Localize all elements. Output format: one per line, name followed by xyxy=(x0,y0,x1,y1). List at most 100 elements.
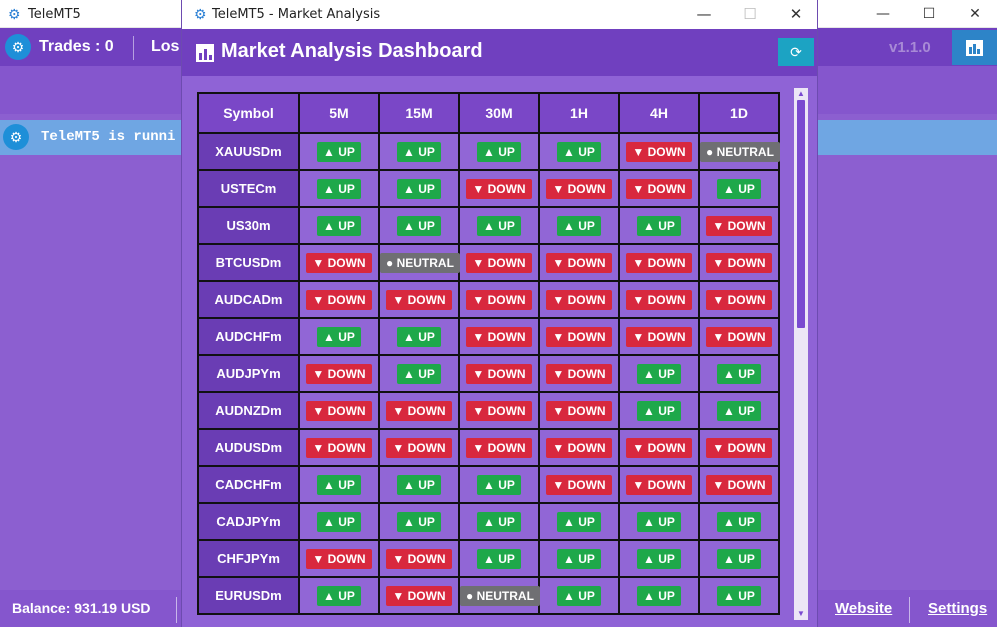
signal-cell: ▼ DOWN xyxy=(618,132,700,171)
table-row: CHFJPYm ▼ DOWN ▼ DOWN ▲ UP ▲ UP ▲ UP ▲ UP xyxy=(197,539,780,578)
version-label: v1.1.0 xyxy=(889,39,931,56)
signal-cell: ▲ UP xyxy=(698,169,780,208)
signal-badge-down: ▼ DOWN xyxy=(626,178,692,199)
symbol-cell: AUDCHFm xyxy=(197,317,300,356)
signal-cell: ▼ DOWN xyxy=(698,206,780,245)
signal-cell: ▼ DOWN xyxy=(698,280,780,319)
signal-cell: ▲ UP xyxy=(698,391,780,430)
signal-cell: ▲ UP xyxy=(378,132,460,171)
signal-badge-up: ▲ UP xyxy=(397,474,441,495)
close-button[interactable]: ✕ xyxy=(789,5,803,23)
signal-badge-down: ▼ DOWN xyxy=(706,289,772,310)
signal-cell: ● NEUTRAL xyxy=(458,576,540,615)
minimize-button[interactable]: — xyxy=(876,6,890,22)
signal-badge-down: ▼ DOWN xyxy=(386,437,452,458)
signal-badge-up: ▲ UP xyxy=(477,548,521,569)
signal-badge-up: ▲ UP xyxy=(557,511,601,532)
maximize-button[interactable]: ☐ xyxy=(922,6,936,22)
vertical-scrollbar[interactable]: ▲ ▼ xyxy=(794,88,808,620)
signal-badge-down: ▼ DOWN xyxy=(466,178,532,199)
symbol-cell: EURUSDm xyxy=(197,576,300,615)
signal-badge-down: ▼ DOWN xyxy=(466,363,532,384)
signal-badge-down: ▼ DOWN xyxy=(546,289,612,310)
signal-badge-up: ▲ UP xyxy=(317,178,361,199)
table-row: AUDCADm ▼ DOWN ▼ DOWN ▼ DOWN ▼ DOWN ▼ DOWN ▼ D… xyxy=(197,280,780,319)
signal-badge-down: ▼ DOWN xyxy=(706,326,772,347)
signal-cell: ▼ DOWN xyxy=(458,354,540,393)
table-row: BTCUSDm ▼ DOWN ● NEUTRAL ▼ DOWN ▼ DOWN ▼ DOWN… xyxy=(197,243,780,282)
signal-badge-up: ▲ UP xyxy=(717,178,761,199)
signal-badge-down: ▼ DOWN xyxy=(546,474,612,495)
symbol-cell: USTECm xyxy=(197,169,300,208)
signal-cell: ▲ UP xyxy=(458,502,540,541)
signal-cell: ▼ DOWN xyxy=(458,280,540,319)
signal-badge-up: ▲ UP xyxy=(557,585,601,606)
website-link[interactable]: Website xyxy=(835,600,893,617)
signal-badge-down: ▼ DOWN xyxy=(626,474,692,495)
refresh-button[interactable]: ⟳ xyxy=(778,38,814,66)
signal-cell: ▼ DOWN xyxy=(458,243,540,282)
signal-cell: ▼ DOWN xyxy=(298,539,380,578)
scrollbar-thumb[interactable] xyxy=(797,100,805,328)
signal-cell: ▼ DOWN xyxy=(298,391,380,430)
signal-badge-down: ▼ DOWN xyxy=(306,289,372,310)
symbol-cell: CADJPYm xyxy=(197,502,300,541)
scroll-down-arrow[interactable]: ▼ xyxy=(797,609,805,618)
table-row: EURUSDm ▲ UP ▼ DOWN ● NEUTRAL ▲ UP ▲ UP ▲ UP xyxy=(197,576,780,615)
signal-cell: ▼ DOWN xyxy=(298,243,380,282)
signal-badge-down: ▼ DOWN xyxy=(306,363,372,384)
signal-badge-down: ▼ DOWN xyxy=(706,437,772,458)
signal-cell: ▲ UP xyxy=(698,539,780,578)
signal-badge-down: ▼ DOWN xyxy=(706,252,772,273)
signal-badge-down: ▼ DOWN xyxy=(306,400,372,421)
minimize-button[interactable]: — xyxy=(696,5,712,23)
signal-badge-up: ▲ UP xyxy=(477,141,521,162)
column-header-15m: 15M xyxy=(378,92,460,134)
table-header-row: Symbol 5M 15M 30M 1H 4H 1D xyxy=(197,92,780,134)
signal-cell: ▼ DOWN xyxy=(378,391,460,430)
loss-label: Los xyxy=(151,38,180,55)
signal-cell: ▲ UP xyxy=(618,206,700,245)
signal-cell: ▼ DOWN xyxy=(698,317,780,356)
gear-icon: ⚙ xyxy=(194,6,207,22)
signal-cell: ▼ DOWN xyxy=(698,428,780,467)
column-header-4h: 4H xyxy=(618,92,700,134)
signal-cell: ▼ DOWN xyxy=(298,428,380,467)
table-row: USTECm ▲ UP ▲ UP ▼ DOWN ▼ DOWN ▼ DOWN ▲ UP xyxy=(197,169,780,208)
signal-cell: ▼ DOWN xyxy=(618,280,700,319)
maximize-button[interactable]: ☐ xyxy=(743,5,757,23)
symbol-cell: CHFJPYm xyxy=(197,539,300,578)
signal-badge-down: ▼ DOWN xyxy=(706,215,772,236)
bar-chart-icon xyxy=(966,40,983,56)
signal-badge-up: ▲ UP xyxy=(317,326,361,347)
bar-chart-icon xyxy=(196,44,214,62)
signal-badge-up: ▲ UP xyxy=(317,585,361,606)
table-row: AUDUSDm ▼ DOWN ▼ DOWN ▼ DOWN ▼ DOWN ▼ DOWN ▼ D… xyxy=(197,428,780,467)
analysis-button[interactable] xyxy=(952,30,997,65)
main-window-title: TeleMT5 xyxy=(28,7,81,22)
signal-cell: ▼ DOWN xyxy=(618,317,700,356)
signal-cell: ▼ DOWN xyxy=(698,465,780,504)
signal-cell: ▲ UP xyxy=(298,169,380,208)
symbol-cell: US30m xyxy=(197,206,300,245)
signal-badge-up: ▲ UP xyxy=(397,178,441,199)
signal-cell: ▲ UP xyxy=(698,502,780,541)
signal-cell: ▼ DOWN xyxy=(618,428,700,467)
scroll-up-arrow[interactable]: ▲ xyxy=(797,89,805,98)
settings-link[interactable]: Settings xyxy=(928,600,988,617)
signal-cell: ▲ UP xyxy=(538,132,620,171)
signal-cell: ▼ DOWN xyxy=(378,539,460,578)
signal-badge-down: ▼ DOWN xyxy=(466,437,532,458)
dashboard-header xyxy=(182,29,817,76)
signal-badge-up: ▲ UP xyxy=(717,400,761,421)
close-button[interactable]: ✕ xyxy=(969,6,981,22)
signal-badge-down: ▼ DOWN xyxy=(386,548,452,569)
column-header-5m: 5M xyxy=(298,92,380,134)
signal-cell: ▼ DOWN xyxy=(458,428,540,467)
refresh-icon: ⟳ xyxy=(790,44,802,60)
signal-badge-down: ▼ DOWN xyxy=(306,437,372,458)
column-header-symbol: Symbol xyxy=(197,92,300,134)
signal-cell: ▼ DOWN xyxy=(538,280,620,319)
signal-cell: ▼ DOWN xyxy=(698,243,780,282)
signal-badge-down: ▼ DOWN xyxy=(546,400,612,421)
